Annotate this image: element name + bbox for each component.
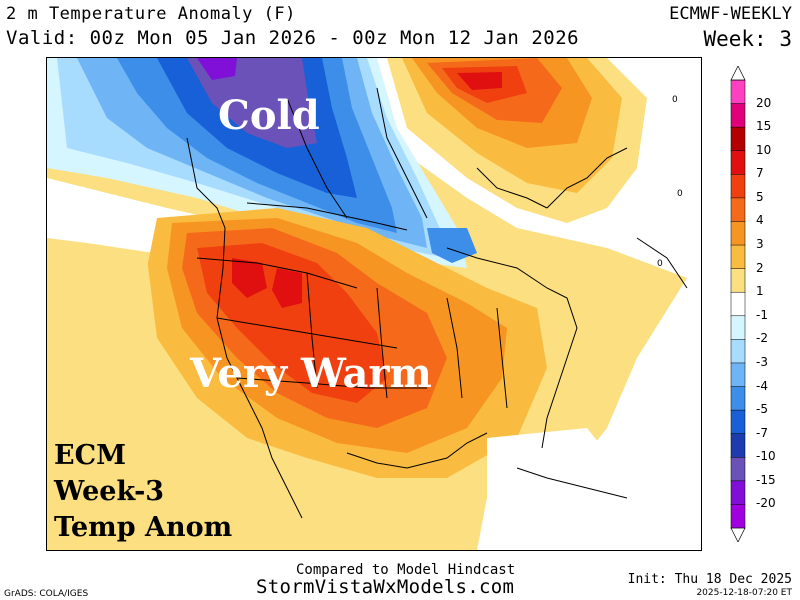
warm-pacific	[47, 238, 277, 550]
colorbar-cell	[730, 150, 746, 176]
colorbar-cell	[730, 339, 746, 364]
colorbar-label: 10	[756, 142, 772, 157]
overlay-line-2: Week-3	[54, 476, 165, 507]
colorbar-top-arrow	[730, 66, 746, 81]
colorbar-label: -7	[756, 425, 768, 440]
map-svg: 0 0 0	[47, 58, 701, 550]
colorbar-cell	[730, 362, 746, 388]
colorbar-label: 1	[756, 284, 764, 299]
map-title: 2 m Temperature Anomaly (F)	[6, 4, 296, 24]
init-time: Init: Thu 18 Dec 2025	[627, 572, 792, 587]
cold-label: Cold	[218, 92, 320, 139]
colorbar-label: 20	[756, 95, 772, 110]
colorbar-label: 2	[756, 260, 764, 275]
colorbar-cell	[730, 221, 746, 246]
warm-us-7-a	[232, 258, 267, 298]
colorbar-cell	[730, 103, 746, 128]
colorbar-label: -1	[756, 307, 768, 322]
cold-region-10	[187, 58, 317, 148]
neutral-caribbean	[477, 428, 627, 550]
hindcast-note: Compared to Model Hindcast	[296, 562, 516, 578]
coastlines	[186, 87, 688, 519]
site-url: StormVistaWxModels.com	[256, 576, 515, 598]
colorbar-label: -3	[756, 354, 768, 369]
colorbar-label: -15	[756, 472, 776, 487]
colorbar	[730, 66, 746, 542]
week-label: Week: 3	[703, 27, 792, 51]
colorbar-cell	[730, 291, 746, 317]
colorbar-label: -20	[756, 496, 776, 511]
warm-us-7-b	[272, 268, 302, 308]
colorbar-cell	[730, 433, 746, 459]
colorbar-label: 4	[756, 213, 764, 228]
contour-label-2: 0	[677, 189, 683, 199]
colorbar-label: -4	[756, 378, 768, 393]
colorbar-cell	[730, 480, 746, 506]
colorbar-label: -10	[756, 449, 776, 464]
overlay-line-3: Temp Anom	[54, 512, 233, 543]
model-name: ECMWF-WEEKLY	[669, 4, 792, 24]
colorbar-label: 5	[756, 189, 764, 204]
colorbar-cells	[730, 66, 746, 542]
colorbar-cell	[730, 174, 746, 199]
colorbar-label: -2	[756, 331, 768, 346]
colorbar-cell	[730, 409, 746, 435]
colorbar-cell	[730, 315, 746, 341]
colorbar-cell	[730, 457, 746, 482]
colorbar-cell	[730, 244, 746, 270]
colorbar-cell	[730, 79, 746, 105]
contour-label-1: 0	[672, 95, 678, 105]
colorbar-label: 15	[756, 119, 772, 134]
cold-region-15	[197, 58, 237, 80]
colorbar-label: 3	[756, 237, 764, 252]
grads-credit: GrADS: COLA/IGES	[4, 589, 89, 599]
warm-east-canada-7	[457, 72, 502, 90]
colorbar-label: 7	[756, 166, 764, 181]
colorbar-cell	[730, 268, 746, 293]
colorbar-cell	[730, 126, 746, 152]
anomaly-map: 0 0 0	[46, 57, 702, 551]
colorbar-cell	[730, 386, 746, 411]
colorbar-cell	[730, 504, 746, 529]
timestamp: 2025-12-18-07:20 ET	[696, 588, 792, 598]
colorbar-bottom-arrow	[730, 527, 746, 542]
contour-label-3: 0	[657, 259, 663, 269]
overlay-line-1: ECM	[54, 440, 126, 471]
colorbar-label: -5	[756, 402, 768, 417]
colorbar-cell	[730, 197, 746, 223]
very-warm-label: Very Warm	[190, 350, 432, 397]
valid-period: Valid: 00z Mon 05 Jan 2026 - 00z Mon 12 …	[6, 27, 580, 49]
